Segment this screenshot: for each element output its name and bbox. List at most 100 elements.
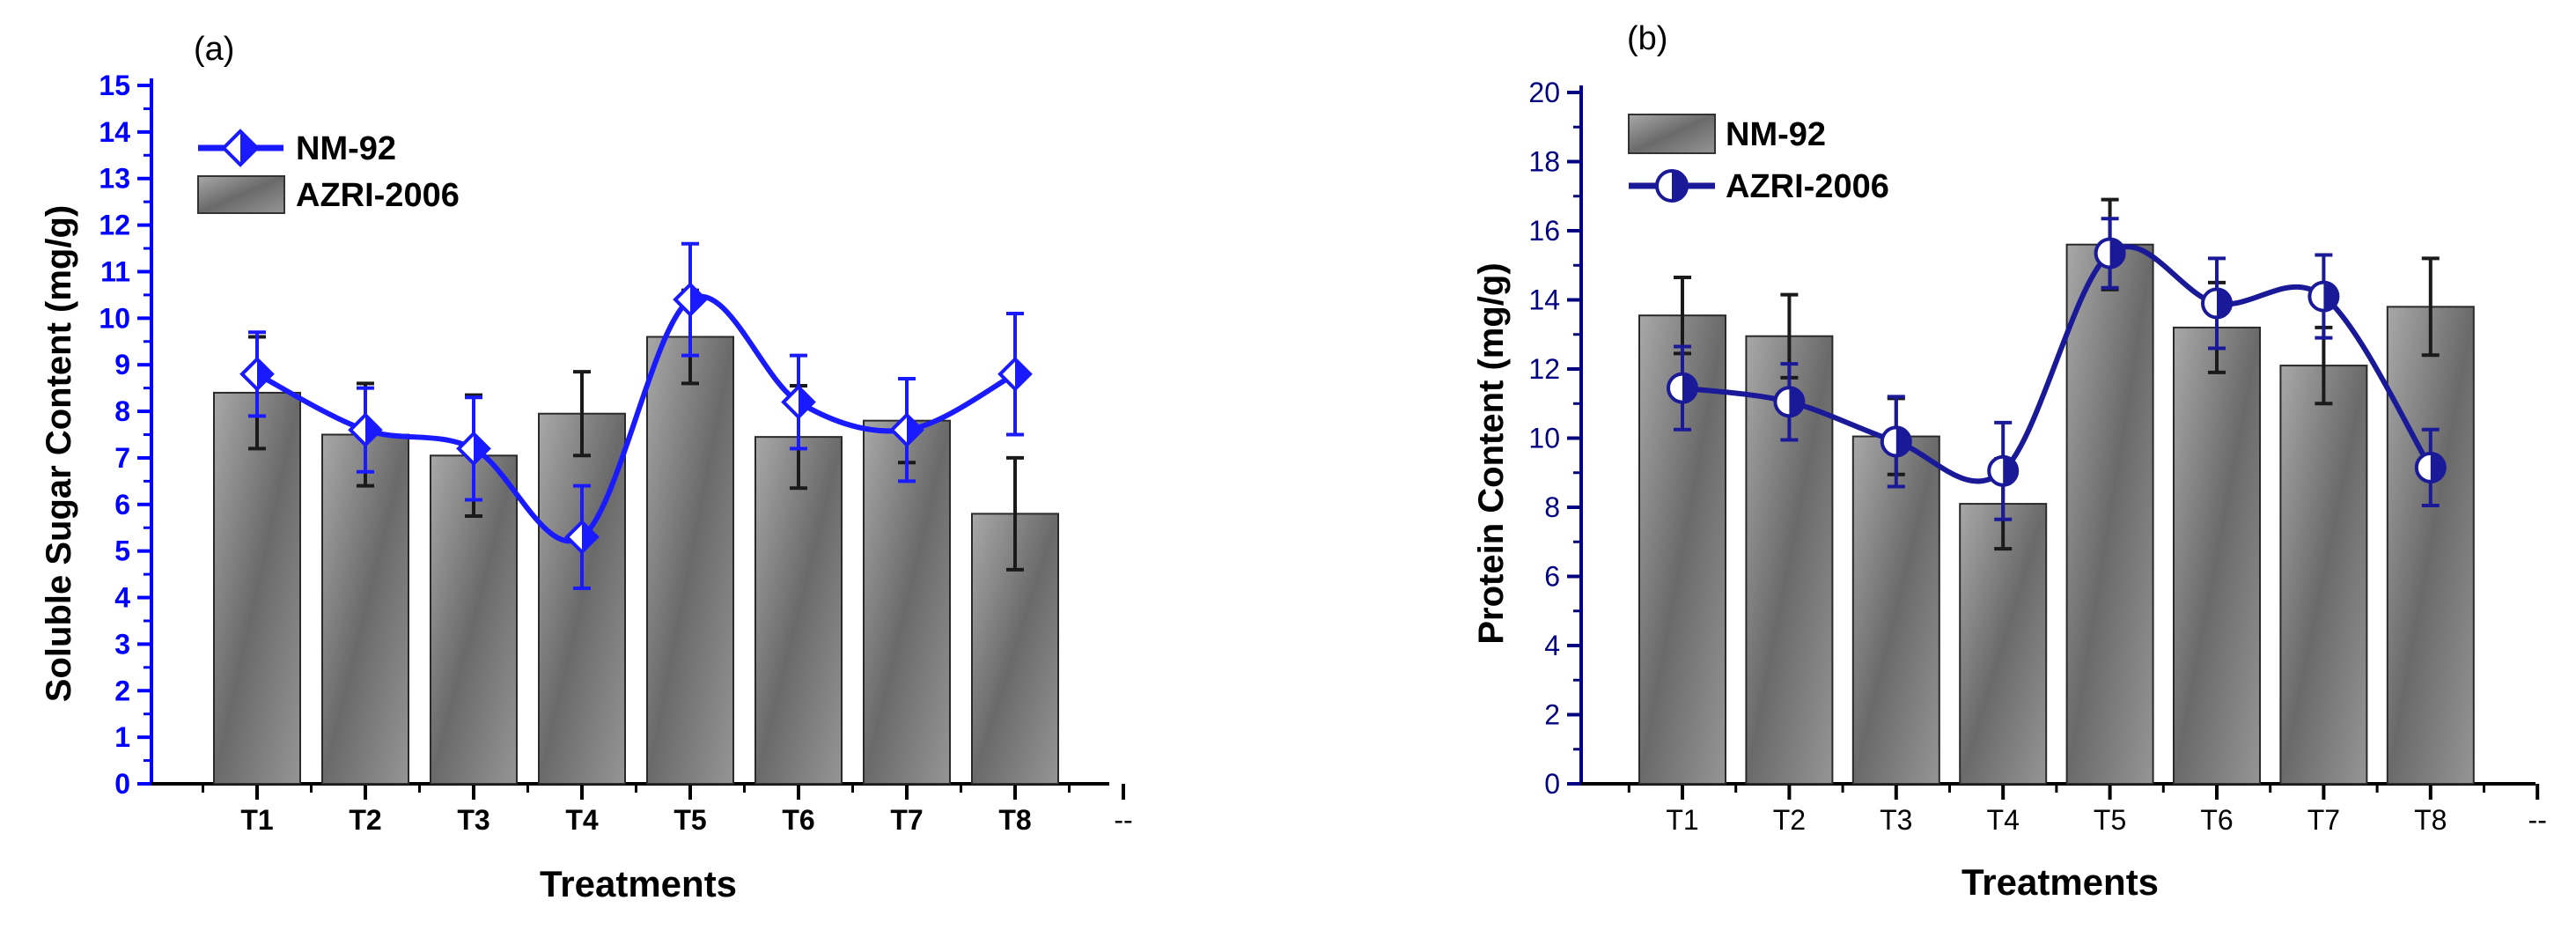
marker-fill — [2003, 456, 2018, 485]
marker-fill — [690, 284, 705, 315]
legend-bar-swatch — [1628, 114, 1716, 154]
bar — [754, 436, 843, 785]
data-point — [781, 384, 816, 420]
x-axis-title: Treatments — [1961, 861, 2159, 903]
x-axis-title: Treatments — [540, 863, 737, 904]
data-point — [1880, 425, 1912, 458]
data-point — [348, 412, 383, 448]
y-tick-label: 10 — [99, 302, 130, 334]
legend-item-nm92: NM-92 — [1628, 114, 1826, 154]
data-point — [564, 519, 600, 555]
y-tick-label: 1 — [114, 721, 130, 753]
marker-fill — [257, 358, 272, 389]
line-series — [1667, 217, 2447, 521]
y-tick-label: 8 — [1544, 491, 1560, 523]
y-tick-label: 0 — [114, 768, 130, 800]
series-line — [255, 293, 1017, 544]
bar-series — [1638, 197, 2475, 786]
legend-marker-swatch — [221, 129, 260, 167]
marker-fill — [365, 415, 380, 446]
marker-fill — [799, 387, 813, 417]
x-tick-label: T4 — [565, 804, 599, 836]
x-tick-label: T8 — [998, 804, 1031, 836]
panel-label: (b) — [1627, 20, 1667, 57]
x-tick-label: T7 — [890, 804, 923, 836]
bar-series — [213, 288, 1059, 786]
y-tick-label: 13 — [99, 163, 130, 195]
bar — [2173, 326, 2261, 785]
data-point — [2307, 280, 2340, 313]
data-point — [1667, 372, 1698, 404]
x-tick-label-extra: -- — [2528, 804, 2547, 836]
y-tick-label: 18 — [1528, 146, 1560, 178]
legend-label: AZRI-2006 — [296, 177, 460, 214]
y-tick-label: 12 — [99, 210, 130, 241]
y-tick-label: 20 — [1528, 77, 1560, 108]
marker-fill — [582, 521, 597, 552]
data-point — [2414, 451, 2447, 483]
y-tick-label: 6 — [1544, 561, 1560, 593]
axes: 0 2 4 6 8 10 12 14 16 18 20 T1 T2 T3 T4 T5 T6 T7 T8 -- — [1528, 77, 2546, 836]
marker-fill — [2217, 289, 2231, 318]
bar — [321, 433, 409, 785]
x-tick-label: T1 — [1666, 804, 1698, 836]
data-point — [2201, 287, 2233, 320]
marker-fill — [1789, 388, 1804, 417]
bar — [1851, 435, 1940, 785]
data-point — [2094, 237, 2126, 269]
y-tick-label: 4 — [114, 582, 130, 614]
data-point — [456, 431, 491, 467]
y-tick-label: 9 — [114, 349, 130, 380]
x-tick-label: T7 — [2307, 804, 2340, 836]
x-tick-label: T5 — [2094, 804, 2126, 836]
legend-bar-swatch — [197, 175, 285, 214]
y-tick-label: 12 — [1528, 353, 1560, 385]
bar — [2386, 306, 2475, 786]
x-tick-label: T1 — [240, 804, 273, 836]
x-tick-label: T6 — [782, 804, 814, 836]
y-tick-label: 3 — [114, 628, 130, 660]
y-axis-title: Soluble Sugar Content (mg/g) — [40, 205, 78, 702]
x-tick-label-extra: -- — [1114, 804, 1132, 836]
y-tick-label: 11 — [100, 255, 130, 287]
data-point — [997, 356, 1033, 392]
x-tick-label: T4 — [1987, 804, 2020, 836]
y-tick-label: 6 — [114, 489, 130, 520]
y-tick-label: 16 — [1528, 215, 1560, 247]
line-series — [239, 241, 1033, 590]
y-tick-label: 15 — [99, 70, 130, 101]
marker-fill — [1682, 373, 1696, 402]
x-tick-label: T3 — [1880, 804, 1912, 836]
data-point — [1773, 386, 1806, 418]
x-tick-label: T6 — [2200, 804, 2233, 836]
legend-label: AZRI-2006 — [1726, 168, 1889, 205]
y-tick-label: 2 — [1544, 699, 1560, 731]
y-tick-label: 10 — [1528, 423, 1560, 454]
bar — [538, 412, 626, 785]
legend: NM-92 AZRI-2006 — [197, 129, 460, 214]
y-tick-label: 2 — [114, 675, 130, 706]
y-tick-label: 4 — [1544, 630, 1560, 661]
marker-fill — [1015, 358, 1030, 389]
panel-label: (a) — [194, 31, 234, 68]
marker-fill — [907, 415, 922, 446]
marker-fill — [2430, 453, 2445, 482]
legend: NM-92 AZRI-2006 — [1628, 114, 1889, 205]
legend-label: NM-92 — [296, 130, 396, 167]
bar — [646, 336, 734, 785]
marker-fill — [2109, 239, 2124, 268]
legend-item-azri2006: AZRI-2006 — [197, 175, 460, 214]
y-axis-title: Protein Content (mg/g) — [1472, 262, 1511, 644]
x-tick-label: T8 — [2414, 804, 2447, 836]
y-tick-label: 8 — [114, 395, 130, 427]
x-tick-label: T5 — [673, 804, 706, 836]
bar — [2065, 243, 2154, 785]
legend-marker-swatch — [1655, 169, 1689, 203]
marker-fill — [474, 433, 489, 464]
legend-item-azri2006: AZRI-2006 — [1629, 168, 1889, 205]
y-tick-label: 7 — [114, 442, 130, 474]
